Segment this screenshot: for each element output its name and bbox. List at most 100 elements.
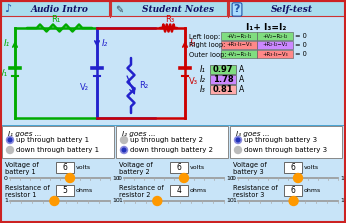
Text: = 0: = 0 [295,33,307,39]
Text: down through battery 3: down through battery 3 [244,147,327,153]
Text: R₃: R₃ [165,15,175,24]
Bar [1,1,345,17]
Text: 6: 6 [176,163,181,172]
Bar [210,85,236,94]
Text: +V₁−R₁·I₁: +V₁−R₁·I₁ [226,52,252,56]
Text: A: A [239,65,244,74]
Text: A: A [239,85,244,94]
Text: +R₃·I₃−V₃: +R₃·I₃−V₃ [226,43,252,47]
Circle shape [120,136,127,143]
Circle shape [236,138,240,142]
Text: I₁+ I₃=I₂: I₁+ I₃=I₂ [246,23,286,32]
Bar [221,32,257,40]
Text: V₂: V₂ [80,83,89,93]
Bar [56,162,74,173]
Text: 1: 1 [4,198,8,204]
Text: I₃: I₃ [190,39,196,48]
Text: I₃: I₃ [200,85,206,95]
Text: battery 1: battery 1 [5,169,36,175]
Text: ✎: ✎ [115,4,123,14]
Text: ohms: ohms [304,188,321,193]
Text: battery 3: battery 3 [233,169,264,175]
Text: resistor 1: resistor 1 [5,192,36,198]
Text: V₁: V₁ [0,68,8,78]
Text: I₂: I₂ [200,76,206,85]
Bar [229,1,345,16]
Text: 0.81: 0.81 [213,85,233,94]
Text: Student Notes: Student Notes [142,5,214,14]
Text: Audio Intro: Audio Intro [31,5,89,14]
Text: ?: ? [234,4,240,14]
Bar [284,185,302,196]
Circle shape [7,136,13,143]
Text: V₃: V₃ [189,76,198,85]
Text: +V₂−R₂·I₂: +V₂−R₂·I₂ [262,33,288,39]
Circle shape [153,196,162,206]
Text: Voltage of: Voltage of [119,162,153,168]
Bar [170,162,188,173]
Circle shape [235,147,242,153]
Bar [221,50,257,58]
Circle shape [7,147,13,153]
Text: 10: 10 [226,198,234,204]
Text: volts: volts [304,165,319,170]
Bar [221,41,257,49]
Text: 6: 6 [63,163,67,172]
Text: down through battery 2: down through battery 2 [130,147,213,153]
Text: up through battery 1: up through battery 1 [16,137,89,143]
Text: 0: 0 [4,176,8,180]
Bar [56,185,74,196]
Text: 0: 0 [232,176,236,180]
Bar [257,32,293,40]
Text: A: A [239,75,244,84]
Bar [257,50,293,58]
Text: ♪: ♪ [4,4,11,14]
Text: I₁: I₁ [200,66,206,74]
Text: Resistance of: Resistance of [5,185,50,191]
Text: Resistance of: Resistance of [119,185,164,191]
Text: 10: 10 [226,176,234,180]
Text: 10: 10 [340,198,346,204]
Text: I₃ goes ...: I₃ goes ... [236,131,270,137]
Text: volts: volts [76,165,91,170]
Text: resistor 3: resistor 3 [233,192,264,198]
Circle shape [120,147,127,153]
Circle shape [235,136,242,143]
Bar [284,162,302,173]
Text: down through battery 1: down through battery 1 [16,147,99,153]
Circle shape [122,148,126,152]
Text: up through battery 2: up through battery 2 [130,137,203,143]
Bar [170,185,188,196]
Bar [210,65,236,74]
Text: 4: 4 [176,186,181,195]
Text: volts: volts [190,165,205,170]
Bar [116,126,228,158]
Circle shape [65,173,74,182]
Text: Right loop:: Right loop: [189,43,225,48]
Text: Self-test: Self-test [271,5,313,14]
Bar [230,126,342,158]
Text: +V₁−R₁·I₁: +V₁−R₁·I₁ [226,33,252,39]
Text: 10: 10 [112,198,120,204]
Text: 0.97: 0.97 [213,65,233,74]
Bar [111,1,227,16]
Text: Voltage of: Voltage of [233,162,267,168]
Text: ohms: ohms [190,188,207,193]
Text: R₂: R₂ [139,81,148,89]
Text: 10: 10 [112,176,120,180]
Bar [257,41,293,49]
Text: R₁: R₁ [51,15,61,24]
Bar [1,1,109,16]
Circle shape [180,173,189,182]
Text: Voltage of: Voltage of [5,162,39,168]
Text: 0: 0 [118,176,122,180]
Text: 1: 1 [232,198,236,204]
Text: 6: 6 [291,186,295,195]
Text: = 0: = 0 [295,51,307,57]
Text: I₂: I₂ [102,39,108,48]
Text: Outer loop:: Outer loop: [189,52,227,58]
Text: 1: 1 [118,198,122,204]
Text: +R₂·I₂−V₂: +R₂·I₂−V₂ [262,43,288,47]
Circle shape [289,196,298,206]
Text: ohms: ohms [76,188,93,193]
